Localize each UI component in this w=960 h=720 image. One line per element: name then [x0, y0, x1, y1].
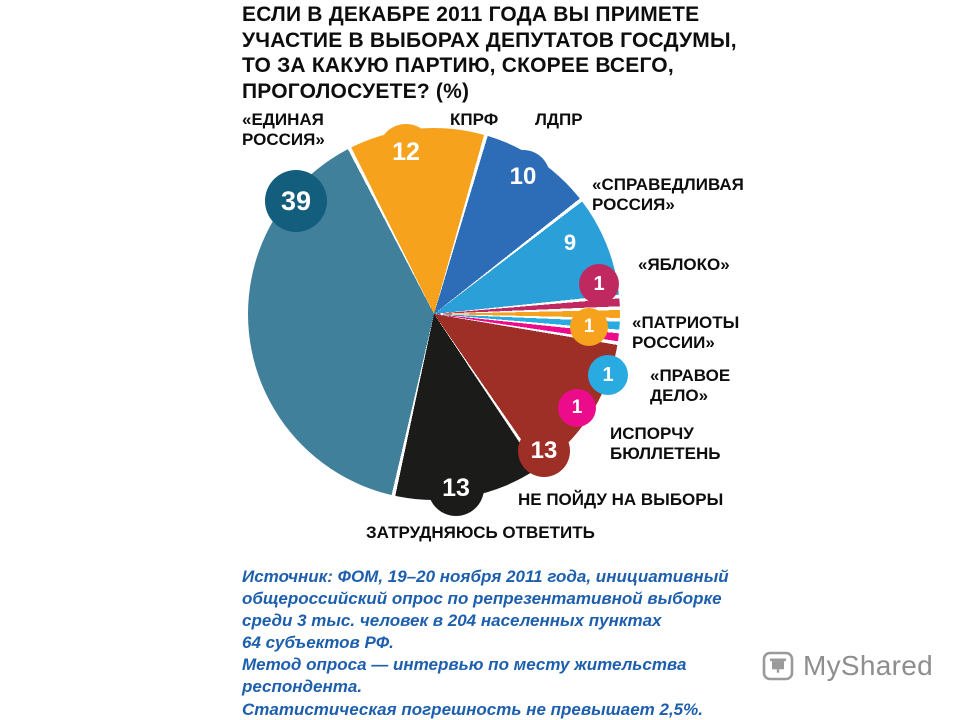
segment-badge-zatrudn: 13: [428, 460, 484, 516]
segment-badge-sr: 9: [547, 220, 593, 266]
segment-label-ldpr: ЛДПР: [535, 110, 583, 129]
segment-label-yabloko: «ЯБЛОКО»: [638, 255, 730, 274]
myshared-wordmark: MyShared: [803, 650, 934, 681]
segment-badge-yabloko: 1: [579, 264, 619, 304]
segment-badge-pravoe-delo: 1: [588, 355, 628, 395]
source-note: Источник: ФОМ, 19–20 ноября 2011 года, и…: [242, 567, 729, 719]
segment-label-pravoe-delo: «ПРАВОЕ ДЕЛО»: [650, 366, 731, 406]
segment-label-ne-poydu: НЕ ПОЙДУ НА ВЫБОРЫ: [518, 490, 724, 509]
segment-badge-patrioty: 1: [570, 308, 608, 346]
segment-badge-ne-poydu: 13: [518, 425, 570, 477]
segment-label-er: «ЕДИНАЯ РОССИЯ»: [242, 110, 325, 150]
segment-label-kprf: КПРФ: [450, 110, 499, 129]
segment-badge-isporchu: 1: [558, 389, 596, 427]
segment-label-zatrudn: ЗАТРУДНЯЮСЬ ОТВЕТИТЬ: [366, 523, 595, 542]
myshared-logo[interactable]: MyShared: [762, 650, 933, 682]
projector-screen-icon: [762, 651, 794, 681]
segment-badge-ldpr: 10: [496, 150, 550, 204]
segment-badge-kprf: 12: [378, 124, 434, 180]
segment-label-patrioty: «ПАТРИОТЫ РОССИИ»: [632, 313, 740, 353]
segment-label-sr: «СПРАВЕДЛИВАЯ РОССИЯ»: [592, 175, 744, 215]
segment-badge-er: 39: [265, 170, 327, 232]
poll-question-title: ЕСЛИ В ДЕКАБРЕ 2011 ГОДА ВЫ ПРИМЕТЕ УЧАС…: [242, 3, 737, 103]
segment-label-isporchu: ИСПОРЧУ БЮЛЛЕТЕНЬ: [610, 424, 721, 464]
